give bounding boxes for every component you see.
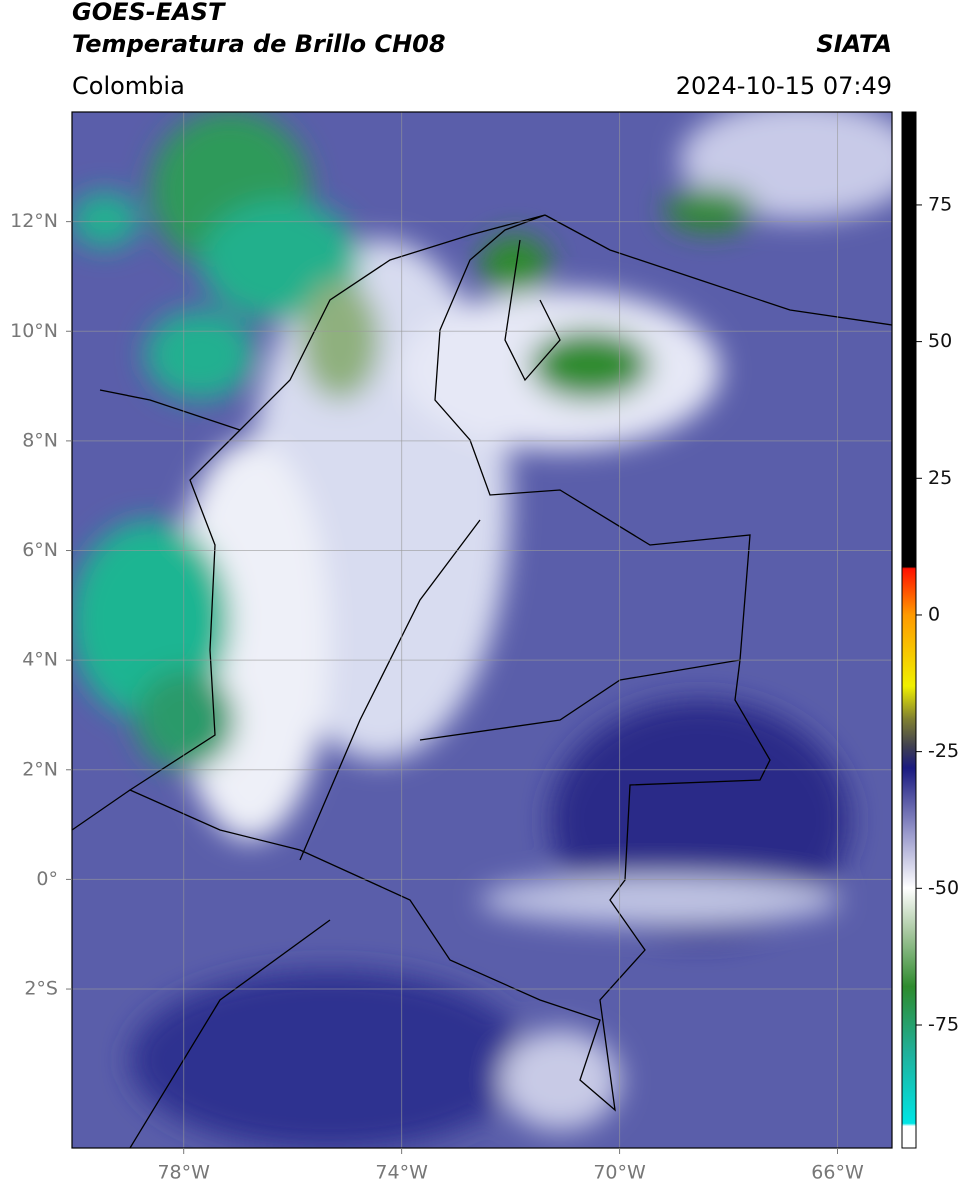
- colorbar-tick-label: -50: [928, 877, 959, 899]
- y-tick-label: 0°: [36, 868, 58, 890]
- colorbar-tick-label: 50: [928, 330, 952, 352]
- colorbar: [901, 111, 917, 1149]
- y-tick-label: 2°N: [22, 758, 58, 780]
- colorbar-tick-label: 75: [928, 193, 952, 215]
- x-tick-label: 70°W: [593, 1162, 646, 1184]
- y-tick-label: 4°N: [22, 649, 58, 671]
- colorbar-tick-label: -25: [928, 740, 959, 762]
- colorbar-tick-label: 25: [928, 467, 952, 489]
- y-tick-label: 2°S: [24, 978, 58, 1000]
- datetime: 2024-10-15 07:49: [676, 72, 892, 100]
- map-frame: [71, 111, 893, 1149]
- y-tick-label: 12°N: [10, 210, 58, 232]
- source: SIATA: [816, 30, 892, 58]
- subtitle: Temperatura de Brillo CH08: [72, 30, 446, 58]
- x-tick-label: 78°W: [157, 1162, 210, 1184]
- y-tick-label: 8°N: [22, 429, 58, 451]
- colorbar-tick-label: 0: [928, 603, 940, 625]
- y-tick-label: 10°N: [10, 320, 58, 342]
- satellite-image: [72, 112, 892, 1148]
- region: Colombia: [72, 72, 185, 100]
- x-tick-label: 66°W: [811, 1162, 864, 1184]
- grid: [72, 112, 892, 1148]
- title: GOES-EAST: [72, 0, 226, 26]
- colorbar-tick-label: -75: [928, 1013, 959, 1035]
- y-tick-label: 6°N: [22, 539, 58, 561]
- x-tick-label: 74°W: [375, 1162, 428, 1184]
